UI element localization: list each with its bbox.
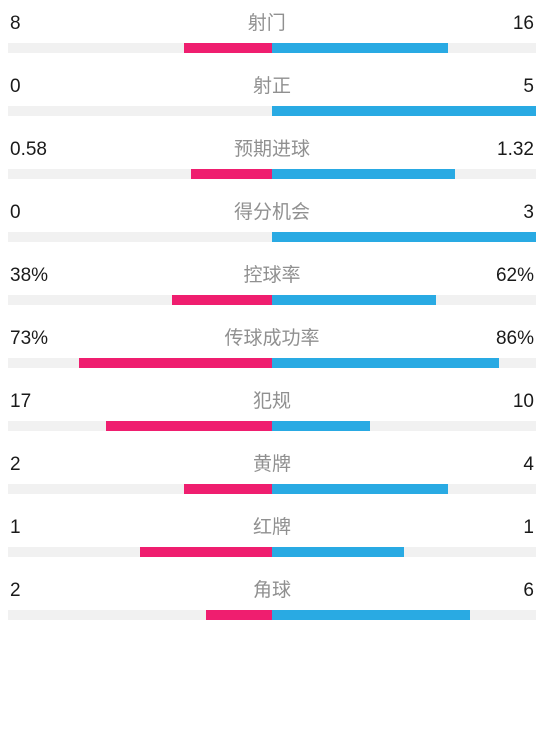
stat-row: 2 角球 6 bbox=[8, 575, 536, 620]
stat-bar-left bbox=[206, 610, 272, 620]
stat-bar-track bbox=[8, 358, 536, 368]
stat-value-right: 86% bbox=[496, 328, 534, 350]
stat-label: 角球 bbox=[253, 575, 291, 602]
stat-label: 红牌 bbox=[253, 512, 291, 539]
stat-bar-right bbox=[272, 421, 370, 431]
stat-bar-right bbox=[272, 43, 448, 53]
stat-bar-right bbox=[272, 169, 455, 179]
stat-bar-right bbox=[272, 547, 404, 557]
stat-value-right: 1 bbox=[523, 517, 534, 539]
stat-value-right: 16 bbox=[513, 13, 534, 35]
stat-row: 0.58 预期进球 1.32 bbox=[8, 134, 536, 179]
stat-row: 17 犯规 10 bbox=[8, 386, 536, 431]
stat-label: 预期进球 bbox=[234, 134, 310, 161]
stat-label: 犯规 bbox=[253, 386, 291, 413]
stat-value-right: 4 bbox=[523, 454, 534, 476]
stat-label: 射正 bbox=[253, 71, 291, 98]
stat-bar-track bbox=[8, 232, 536, 242]
stat-bar-right bbox=[272, 484, 448, 494]
stat-bar-right bbox=[272, 295, 436, 305]
stat-value-right: 1.32 bbox=[497, 139, 534, 161]
stat-bar-left bbox=[184, 43, 272, 53]
stat-row: 2 黄牌 4 bbox=[8, 449, 536, 494]
stat-bar-right bbox=[272, 232, 536, 242]
stat-value-left: 1 bbox=[10, 517, 21, 539]
stat-row: 8 射门 16 bbox=[8, 8, 536, 53]
stat-value-left: 0.58 bbox=[10, 139, 47, 161]
stat-row: 0 射正 5 bbox=[8, 71, 536, 116]
stat-value-right: 3 bbox=[523, 202, 534, 224]
stat-bar-left bbox=[172, 295, 272, 305]
stat-label: 控球率 bbox=[243, 260, 300, 287]
stat-bar-left bbox=[79, 358, 272, 368]
stat-bar-right bbox=[272, 358, 499, 368]
stat-bar-left bbox=[106, 421, 272, 431]
stat-header: 1 红牌 1 bbox=[8, 512, 536, 539]
stat-label: 黄牌 bbox=[253, 449, 291, 476]
stat-value-right: 10 bbox=[513, 391, 534, 413]
stat-value-left: 0 bbox=[10, 202, 21, 224]
stat-value-right: 6 bbox=[523, 580, 534, 602]
stat-bar-track bbox=[8, 547, 536, 557]
stat-header: 2 黄牌 4 bbox=[8, 449, 536, 476]
stat-header: 0 得分机会 3 bbox=[8, 197, 536, 224]
stat-row: 1 红牌 1 bbox=[8, 512, 536, 557]
stat-label: 射门 bbox=[248, 8, 286, 35]
stat-header: 8 射门 16 bbox=[8, 8, 536, 35]
stat-value-left: 0 bbox=[10, 76, 21, 98]
stat-bar-right bbox=[272, 610, 470, 620]
stat-bar-track bbox=[8, 295, 536, 305]
stat-value-left: 17 bbox=[10, 391, 31, 413]
stat-bar-left bbox=[140, 547, 272, 557]
stat-label: 传球成功率 bbox=[224, 323, 319, 350]
stat-header: 0.58 预期进球 1.32 bbox=[8, 134, 536, 161]
stat-header: 0 射正 5 bbox=[8, 71, 536, 98]
stat-value-left: 73% bbox=[10, 328, 48, 350]
stat-bar-track bbox=[8, 43, 536, 53]
stat-value-right: 5 bbox=[523, 76, 534, 98]
stat-row: 38% 控球率 62% bbox=[8, 260, 536, 305]
stat-bar-track bbox=[8, 421, 536, 431]
stat-bar-track bbox=[8, 106, 536, 116]
stat-bar-track bbox=[8, 169, 536, 179]
stat-value-right: 62% bbox=[496, 265, 534, 287]
stat-row: 0 得分机会 3 bbox=[8, 197, 536, 242]
stat-bar-track bbox=[8, 484, 536, 494]
stat-row: 73% 传球成功率 86% bbox=[8, 323, 536, 368]
stat-header: 17 犯规 10 bbox=[8, 386, 536, 413]
stat-bar-left bbox=[191, 169, 272, 179]
stat-bar-right bbox=[272, 106, 536, 116]
match-stats-list: 8射门160射正50.58预期进球1.320得分机会338%控球率62%73%传… bbox=[8, 8, 536, 620]
stat-header: 73% 传球成功率 86% bbox=[8, 323, 536, 350]
stat-value-left: 2 bbox=[10, 454, 21, 476]
stat-header: 2 角球 6 bbox=[8, 575, 536, 602]
stat-bar-left bbox=[184, 484, 272, 494]
stat-value-left: 38% bbox=[10, 265, 48, 287]
stat-label: 得分机会 bbox=[234, 197, 310, 224]
stat-bar-track bbox=[8, 610, 536, 620]
stat-header: 38% 控球率 62% bbox=[8, 260, 536, 287]
stat-value-left: 2 bbox=[10, 580, 21, 602]
stat-value-left: 8 bbox=[10, 13, 21, 35]
